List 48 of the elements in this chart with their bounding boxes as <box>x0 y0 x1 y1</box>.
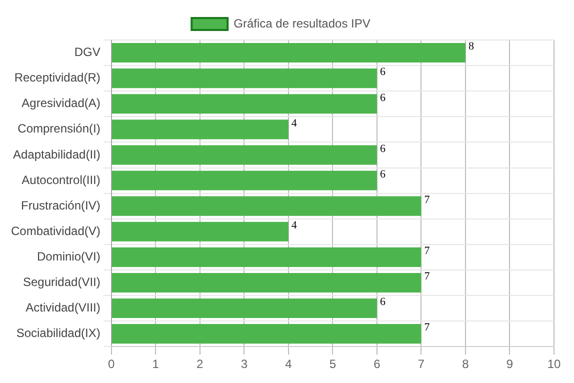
x-tick-label: 8 <box>462 357 470 372</box>
bar <box>112 324 422 344</box>
bar <box>112 247 422 267</box>
data-label: 7 <box>424 322 430 334</box>
bar <box>112 145 377 165</box>
bar <box>112 68 377 88</box>
data-label: 6 <box>380 168 386 180</box>
x-tick-label: 7 <box>418 357 425 372</box>
data-label: 6 <box>380 296 386 308</box>
y-tick-label: Frustración(IV) <box>21 198 100 212</box>
x-tick-label: 0 <box>108 357 116 372</box>
y-tick-label: DGV <box>74 45 100 60</box>
data-label: 4 <box>291 220 298 232</box>
y-tick-label: Receptividad(R) <box>14 70 100 85</box>
legend-label: Gráfica de resultados IPV <box>234 16 370 30</box>
x-tick-label: 9 <box>506 357 514 372</box>
x-tick-label: 3 <box>240 357 248 372</box>
data-label: 7 <box>424 194 430 206</box>
y-tick-label: Seguridad(VII) <box>22 275 100 290</box>
y-tick-label: Dominio(VI) <box>37 249 100 264</box>
data-label: 6 <box>380 92 386 104</box>
bar <box>112 170 377 190</box>
bar <box>112 120 288 140</box>
x-tick-label: 10 <box>547 357 561 372</box>
data-label: 8 <box>468 40 474 53</box>
data-label: 6 <box>380 66 386 78</box>
x-tick-label: 4 <box>285 357 292 372</box>
bar <box>112 94 377 114</box>
x-tick-label: 5 <box>329 357 336 372</box>
y-tick-label: Combatividad(V) <box>10 224 100 238</box>
bar <box>112 43 466 63</box>
y-tick-label: Agresividad(A) <box>22 96 100 110</box>
y-tick-label: Actividad(VIII) <box>26 300 100 315</box>
y-tick-label: Sociabilidad(IX) <box>16 326 100 340</box>
data-label: 7 <box>424 270 430 283</box>
data-label: 7 <box>424 245 430 258</box>
bar <box>112 222 288 242</box>
data-label: 6 <box>380 142 386 155</box>
data-label: 4 <box>291 117 298 130</box>
y-tick-label: Adaptabilidad(II) <box>12 147 100 162</box>
bar <box>112 298 377 318</box>
y-tick-label: Autocontrol(III) <box>22 172 100 187</box>
bar <box>112 272 422 292</box>
x-tick-label: 2 <box>196 357 204 372</box>
bar <box>112 196 422 216</box>
y-tick-label: Comprensión(I) <box>18 122 100 136</box>
x-tick-label: 1 <box>152 357 160 372</box>
x-tick-label: 6 <box>374 357 381 372</box>
